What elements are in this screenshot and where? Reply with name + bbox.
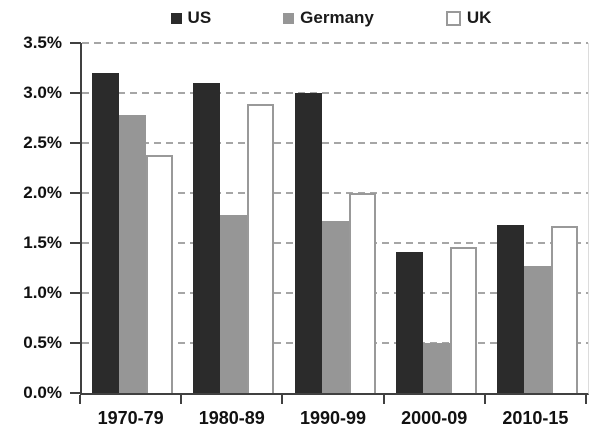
- bar-us-1990-99: [294, 93, 322, 393]
- bar-germany-1980-89: [220, 215, 248, 393]
- y-axis-tick-label: 3.0%: [23, 83, 62, 102]
- x-axis-tick: [483, 395, 486, 404]
- bar-uk-1970-79: [146, 155, 174, 393]
- y-axis-tick-label: 1.5%: [23, 233, 62, 252]
- legend-label-us: US: [187, 8, 212, 27]
- bar-us-2000-09: [395, 252, 423, 393]
- bar-us-2010-15: [496, 225, 524, 393]
- legend-label-uk: UK: [466, 8, 492, 27]
- y-axis-tick-label: 0.5%: [23, 333, 62, 352]
- bar-uk-1980-89: [247, 104, 275, 393]
- y-axis-tick: [70, 292, 81, 294]
- gridline: [82, 42, 588, 44]
- bar-group-1980-89: [193, 83, 275, 393]
- y-axis-tick: [70, 92, 81, 94]
- x-axis-label: 1980-89: [198, 408, 265, 428]
- bar-group-2000-09: [395, 247, 477, 393]
- bar-us-1970-79: [92, 73, 120, 393]
- gridline: [82, 192, 588, 194]
- bar-group-1970-79: [92, 73, 174, 393]
- legend-swatch-uk-icon: [445, 10, 461, 26]
- gridline: [82, 142, 588, 144]
- y-axis-tick: [70, 342, 81, 344]
- bar-uk-1990-99: [348, 193, 376, 393]
- plot-area: [80, 42, 589, 395]
- x-axis-tick: [382, 395, 385, 404]
- y-axis-tick: [70, 142, 81, 144]
- x-axis-tick: [79, 395, 81, 404]
- x-axis-label: 2000-09: [401, 408, 468, 428]
- bar-us-1980-89: [193, 83, 221, 393]
- legend-item-us: US: [170, 8, 212, 28]
- x-axis-tick: [180, 395, 183, 404]
- x-axis-tick: [281, 395, 284, 404]
- y-axis-tick-label: 3.5%: [23, 33, 62, 52]
- legend-label-germany: Germany: [300, 8, 374, 27]
- bar-germany-1970-79: [119, 115, 147, 393]
- y-axis-tick: [70, 242, 81, 244]
- y-axis-tick-label: 1.0%: [23, 283, 62, 302]
- x-axis-label: 1990-99: [299, 408, 367, 428]
- bar-uk-2010-15: [550, 226, 578, 393]
- y-axis-tick: [70, 42, 81, 44]
- bar-uk-2000-09: [449, 247, 477, 393]
- y-axis-tick-label: 0.0%: [23, 383, 62, 402]
- legend-swatch-germany-icon: [283, 12, 295, 24]
- bar-germany-1990-99: [321, 221, 349, 393]
- x-axis-label: 2010-15: [502, 408, 569, 428]
- legend-item-germany: Germany: [283, 8, 374, 28]
- legend: US Germany UK: [0, 6, 614, 30]
- y-axis-tick: [70, 192, 81, 194]
- legend-swatch-us-icon: [170, 12, 182, 24]
- bar-germany-2010-15: [523, 266, 551, 393]
- legend-item-uk: UK: [445, 8, 492, 28]
- x-axis-tick: [585, 395, 587, 404]
- bar-germany-2000-09: [422, 343, 450, 393]
- y-axis-tick-label: 2.5%: [23, 133, 62, 152]
- bar-group-2010-15: [496, 225, 578, 393]
- y-axis-tick: [70, 392, 81, 394]
- x-axis-label: 1970-79: [97, 408, 164, 428]
- gridline: [82, 92, 588, 94]
- y-axis-tick-label: 2.0%: [23, 183, 62, 202]
- bar-group-1990-99: [294, 93, 376, 393]
